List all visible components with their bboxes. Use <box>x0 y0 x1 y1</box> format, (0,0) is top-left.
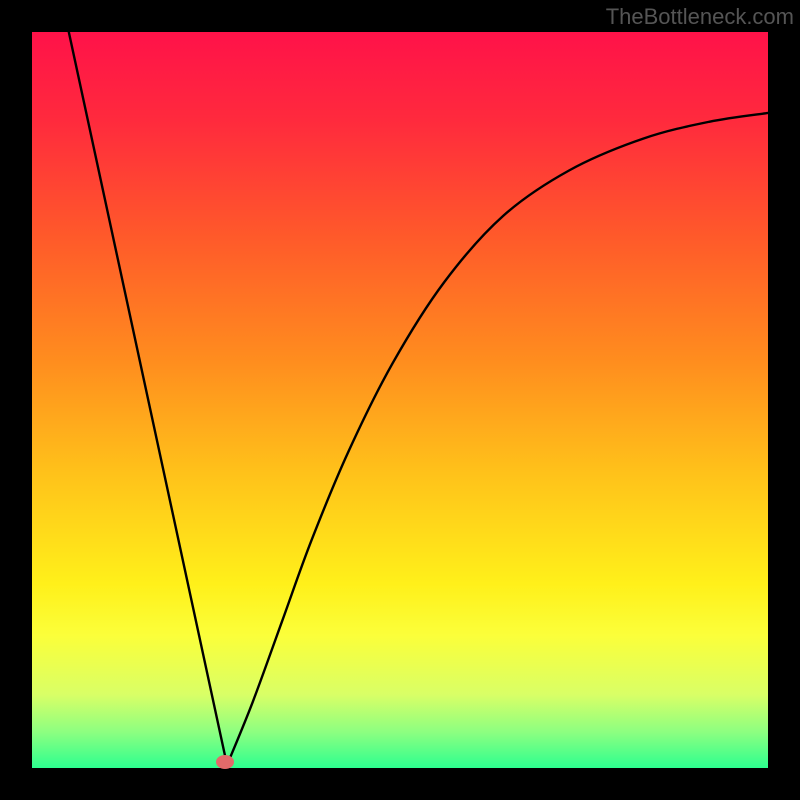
curve-path <box>69 32 768 765</box>
minimum-marker <box>216 755 234 769</box>
bottleneck-curve <box>32 32 768 768</box>
plot-area <box>32 32 768 768</box>
watermark-text: TheBottleneck.com <box>606 4 794 30</box>
chart-container: TheBottleneck.com <box>0 0 800 800</box>
